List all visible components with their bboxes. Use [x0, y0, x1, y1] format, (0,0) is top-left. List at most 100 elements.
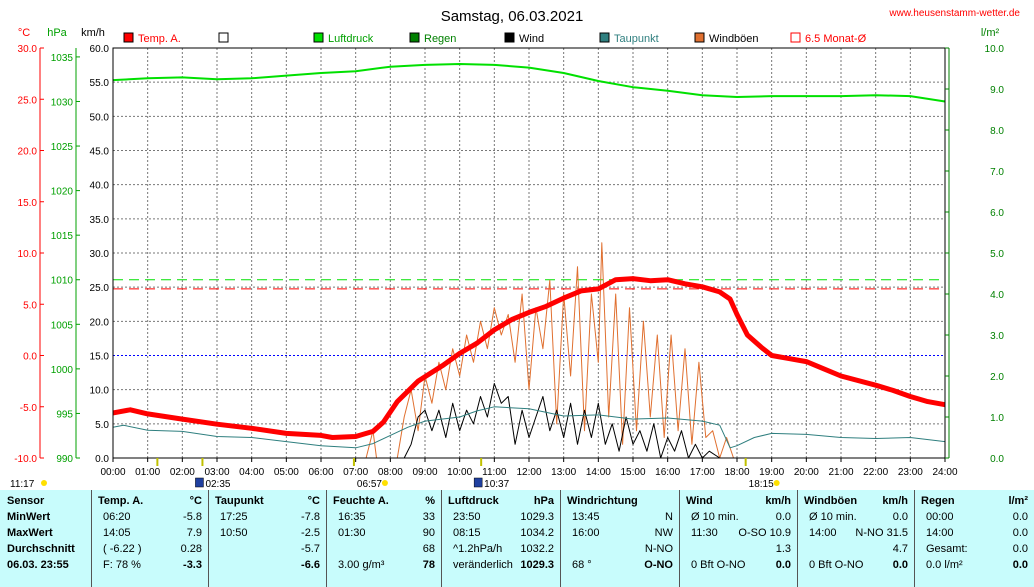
table-cell-label: 01:30: [338, 527, 366, 539]
table-cell-value: 0.0: [892, 511, 908, 523]
table-cell-value: 33: [422, 511, 435, 523]
legend-label: Taupunkt: [614, 33, 659, 45]
table-cell-label: 14:00: [926, 527, 954, 539]
series-temp-a-: [112, 276, 946, 440]
table-cell-label: 23:50: [453, 511, 481, 523]
table-column-separator: [441, 490, 442, 587]
pressure-tick-label: 1000: [51, 365, 74, 376]
temp-axis-title: °C: [18, 27, 30, 39]
table-cell-label: MinWert: [7, 511, 51, 523]
table-cell-value: 0.0: [1012, 559, 1028, 571]
x-tick-label: 19:00: [759, 467, 784, 478]
table-cell-label: Ø 10 min.: [809, 511, 857, 523]
sun-icon: [41, 480, 47, 486]
marker-time-label: 11:17: [10, 479, 35, 490]
x-tick-label: 00:00: [100, 467, 125, 478]
table-cell-label: MaxWert: [7, 527, 53, 539]
table-header-unit: km/h: [765, 495, 791, 507]
wind-tick-label: 50.0: [90, 112, 110, 123]
legend-label: Wind: [519, 33, 544, 45]
table-header-label: Feuchte A.: [333, 495, 389, 507]
table-cell-value: -3.3: [183, 559, 202, 571]
rain-tick-label: 1.0: [990, 413, 1004, 424]
rain-tick-label: 0.0: [990, 454, 1004, 465]
x-tick-label: 10:00: [447, 467, 472, 478]
table-header-label: Windböen: [804, 495, 858, 507]
temp-tick-label: 30.0: [18, 44, 38, 55]
x-tick-label: 21:00: [828, 467, 853, 478]
moon-icon: [195, 477, 204, 488]
table-cell-label: 06:20: [103, 511, 131, 523]
marker-time-label: 10:37: [484, 479, 509, 490]
x-tick-label: 24:00: [932, 467, 957, 478]
x-tick-label: 16:00: [655, 467, 680, 478]
moon-icon: [473, 477, 483, 488]
marker-time-label: 02:35: [205, 479, 230, 490]
table-cell-label: 0 Bft O-NO: [691, 559, 746, 571]
table-header-unit: l/m²: [1008, 495, 1028, 507]
rain-tick-label: 3.0: [990, 331, 1004, 342]
legend-label: Temp. A.: [138, 33, 181, 45]
table-cell-label: 13:45: [572, 511, 600, 523]
table-cell-label: 00:00: [926, 511, 954, 523]
wind-tick-label: 10.0: [90, 386, 110, 397]
time-markers: 11:17 02:35 06:57 10:37 18:15: [10, 458, 780, 490]
x-tick-label: 02:00: [170, 467, 195, 478]
table-cell-value: 7.9: [186, 527, 202, 539]
x-tick-label: 23:00: [898, 467, 923, 478]
table-cell-label: 3.00 g/m³: [338, 559, 385, 571]
series-wind: [113, 383, 945, 459]
x-tick-label: 06:00: [308, 467, 333, 478]
marker-time-label: 18:15: [749, 479, 774, 490]
wind-axis-title: km/h: [81, 27, 105, 39]
table-cell-value: -5.8: [183, 511, 202, 523]
table-column-separator: [326, 490, 327, 587]
wind-tick-label: 15.0: [90, 352, 110, 363]
marker-time-label: 06:57: [357, 479, 382, 490]
legend-swatch: [694, 32, 705, 43]
table-cell-label: 0.0 l/m²: [926, 559, 963, 571]
series-group: [112, 63, 946, 459]
table-cell-value: 0.0: [775, 559, 791, 571]
sun-icon: [773, 480, 780, 486]
table-cell-label: 16:00: [572, 527, 600, 539]
table-cell-label: 16:35: [338, 511, 366, 523]
table-cell-label: 10:50: [220, 527, 248, 539]
x-tick-label: 22:00: [863, 467, 888, 478]
table-cell-label: 0 Bft O-NO: [809, 559, 864, 571]
rain-tick-label: 4.0: [990, 290, 1004, 301]
rain-axis-title: l/m²: [981, 27, 1000, 39]
table-cell-label: 14:00: [809, 527, 837, 539]
table-column-separator: [208, 490, 209, 587]
x-tick-label: 12:00: [516, 467, 541, 478]
table-column-separator: [679, 490, 680, 587]
table-cell-label: Durchschnitt: [7, 543, 75, 555]
temp-tick-label: 20.0: [18, 147, 38, 158]
table-cell-label: 14:05: [103, 527, 131, 539]
wind-tick-label: 25.0: [90, 283, 110, 294]
table-header-unit: km/h: [882, 495, 908, 507]
temp-tick-label: -10.0: [14, 454, 37, 465]
grid: [113, 48, 945, 458]
x-tick-label: 01:00: [135, 467, 160, 478]
table-column-separator: [797, 490, 798, 587]
table-header-label: Temp. A.: [98, 495, 144, 507]
website-link[interactable]: www.heusenstamm-wetter.de: [888, 8, 1020, 19]
table-column-separator: [914, 490, 915, 587]
pressure-tick-label: 1020: [51, 187, 74, 198]
table-cell-label: ^1.2hPa/h: [453, 543, 503, 555]
table-cell-value: -2.5: [301, 527, 320, 539]
wind-tick-label: 20.0: [90, 317, 110, 328]
x-tick-label: 11:00: [482, 467, 507, 478]
table-cell-label: 68 °: [572, 559, 592, 571]
table-cell-label: 11:30: [691, 527, 718, 539]
sun-icon: [381, 480, 388, 486]
table-header-unit: °C: [189, 495, 202, 507]
x-tick-label: 07:00: [343, 467, 368, 478]
temp-tick-label: 10.0: [18, 249, 38, 260]
chart-title: Samstag, 06.03.2021: [441, 8, 584, 25]
table-cell-value: NW: [654, 527, 673, 539]
rain-tick-label: 5.0: [990, 249, 1004, 260]
table-cell-value: -7.8: [301, 511, 320, 523]
